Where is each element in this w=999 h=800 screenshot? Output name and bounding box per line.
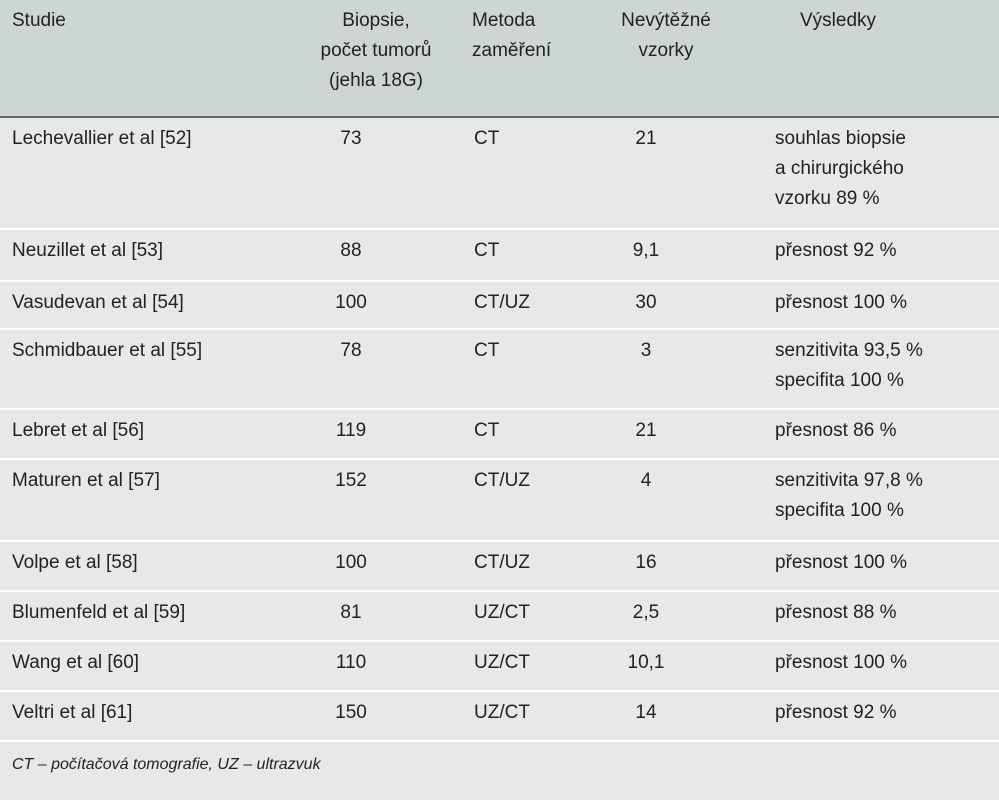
table-row: Lechevallier et al [52] 73 CT 21 souhlas bio…	[0, 117, 999, 230]
table-cell: 100	[290, 541, 460, 592]
table-cell: 152	[290, 459, 460, 542]
table-cell: Vasudevan et al [54]	[0, 281, 290, 330]
table-cell: 10,1	[570, 641, 760, 692]
table-cell: 3	[570, 329, 760, 410]
table-cell: přesnost 100 %	[760, 541, 999, 592]
table-cell: přesnost 88 %	[760, 591, 999, 642]
table-cell: Neuzillet et al [53]	[0, 229, 290, 282]
header-cell: Výsledky	[760, 0, 999, 118]
table-cell: 16	[570, 541, 760, 592]
table-cell: senzitivita 93,5 % specifita 100 %	[760, 329, 999, 410]
table-row: Vasudevan et al [54] 100 CT/UZ 30 přesnost 1…	[0, 281, 999, 330]
table-cell: 78	[290, 329, 460, 410]
header-row: Studie Biopsie, počet tumorů (jehla 18G) M…	[0, 0, 999, 118]
table-cell: 14	[570, 691, 760, 742]
table-row: Schmidbauer et al [55] 78 CT 3 senzitivita 9…	[0, 329, 999, 410]
table-cell: 21	[570, 117, 760, 230]
header-cell: Biopsie, počet tumorů (jehla 18G)	[290, 0, 460, 118]
table-cell: CT	[460, 409, 570, 460]
table-cell: CT	[460, 329, 570, 410]
table-cell: UZ/CT	[460, 641, 570, 692]
table-cell: Maturen et al [57]	[0, 459, 290, 542]
table-cell: Blumenfeld et al [59]	[0, 591, 290, 642]
table-cell: CT/UZ	[460, 459, 570, 542]
table-cell: senzitivita 97,8 % specifita 100 %	[760, 459, 999, 542]
table-cell: Volpe et al [58]	[0, 541, 290, 592]
table-cell: 9,1	[570, 229, 760, 282]
table-cell: přesnost 92 %	[760, 691, 999, 742]
table-cell: CT/UZ	[460, 281, 570, 330]
header-cell: Studie	[0, 0, 290, 118]
table-cell: 30	[570, 281, 760, 330]
table-row: Blumenfeld et al [59] 81 UZ/CT 2,5 přesnost …	[0, 591, 999, 642]
table-row: Volpe et al [58] 100 CT/UZ 16 přesnost 100 %	[0, 541, 999, 592]
table-body: Lechevallier et al [52] 73 CT 21 souhlas bio…	[0, 117, 999, 800]
table-cell: 2,5	[570, 591, 760, 642]
footnote: CT – počítačová tomografie, UZ – ultrazv…	[0, 741, 999, 800]
table-cell: přesnost 86 %	[760, 409, 999, 460]
table-row: Wang et al [60] 110 UZ/CT 10,1 přesnost 100 …	[0, 641, 999, 692]
table-cell: CT	[460, 229, 570, 282]
table-row: Veltri et al [61] 150 UZ/CT 14 přesnost 92 %	[0, 691, 999, 742]
table-cell: UZ/CT	[460, 691, 570, 742]
table-cell: souhlas biopsie a chirurgického vzorku 8…	[760, 117, 999, 230]
footnote-row: CT – počítačová tomografie, UZ – ultrazv…	[0, 741, 999, 800]
table-cell: Lebret et al [56]	[0, 409, 290, 460]
table-row: Lebret et al [56] 119 CT 21 přesnost 86 %	[0, 409, 999, 460]
table-cell: přesnost 100 %	[760, 641, 999, 692]
table-cell: 150	[290, 691, 460, 742]
table-cell: Lechevallier et al [52]	[0, 117, 290, 230]
table-cell: 81	[290, 591, 460, 642]
table-cell: 119	[290, 409, 460, 460]
table-cell: 21	[570, 409, 760, 460]
table-cell: CT	[460, 117, 570, 230]
table-cell: 100	[290, 281, 460, 330]
table-cell: 110	[290, 641, 460, 692]
table-cell: přesnost 100 %	[760, 281, 999, 330]
table-cell: UZ/CT	[460, 591, 570, 642]
table-cell: Schmidbauer et al [55]	[0, 329, 290, 410]
table-cell: CT/UZ	[460, 541, 570, 592]
table-cell: Wang et al [60]	[0, 641, 290, 692]
table-row: Maturen et al [57] 152 CT/UZ 4 senzitivita 9…	[0, 459, 999, 542]
table-cell: Veltri et al [61]	[0, 691, 290, 742]
table-cell: 4	[570, 459, 760, 542]
table-cell: 88	[290, 229, 460, 282]
header-cell: Nevýtěžné vzorky	[570, 0, 760, 118]
header-cell: Metoda zaměření	[460, 0, 570, 118]
table-cell: přesnost 92 %	[760, 229, 999, 282]
table-cell: 73	[290, 117, 460, 230]
table-row: Neuzillet et al [53] 88 CT 9,1 přesnost 92 %	[0, 229, 999, 282]
